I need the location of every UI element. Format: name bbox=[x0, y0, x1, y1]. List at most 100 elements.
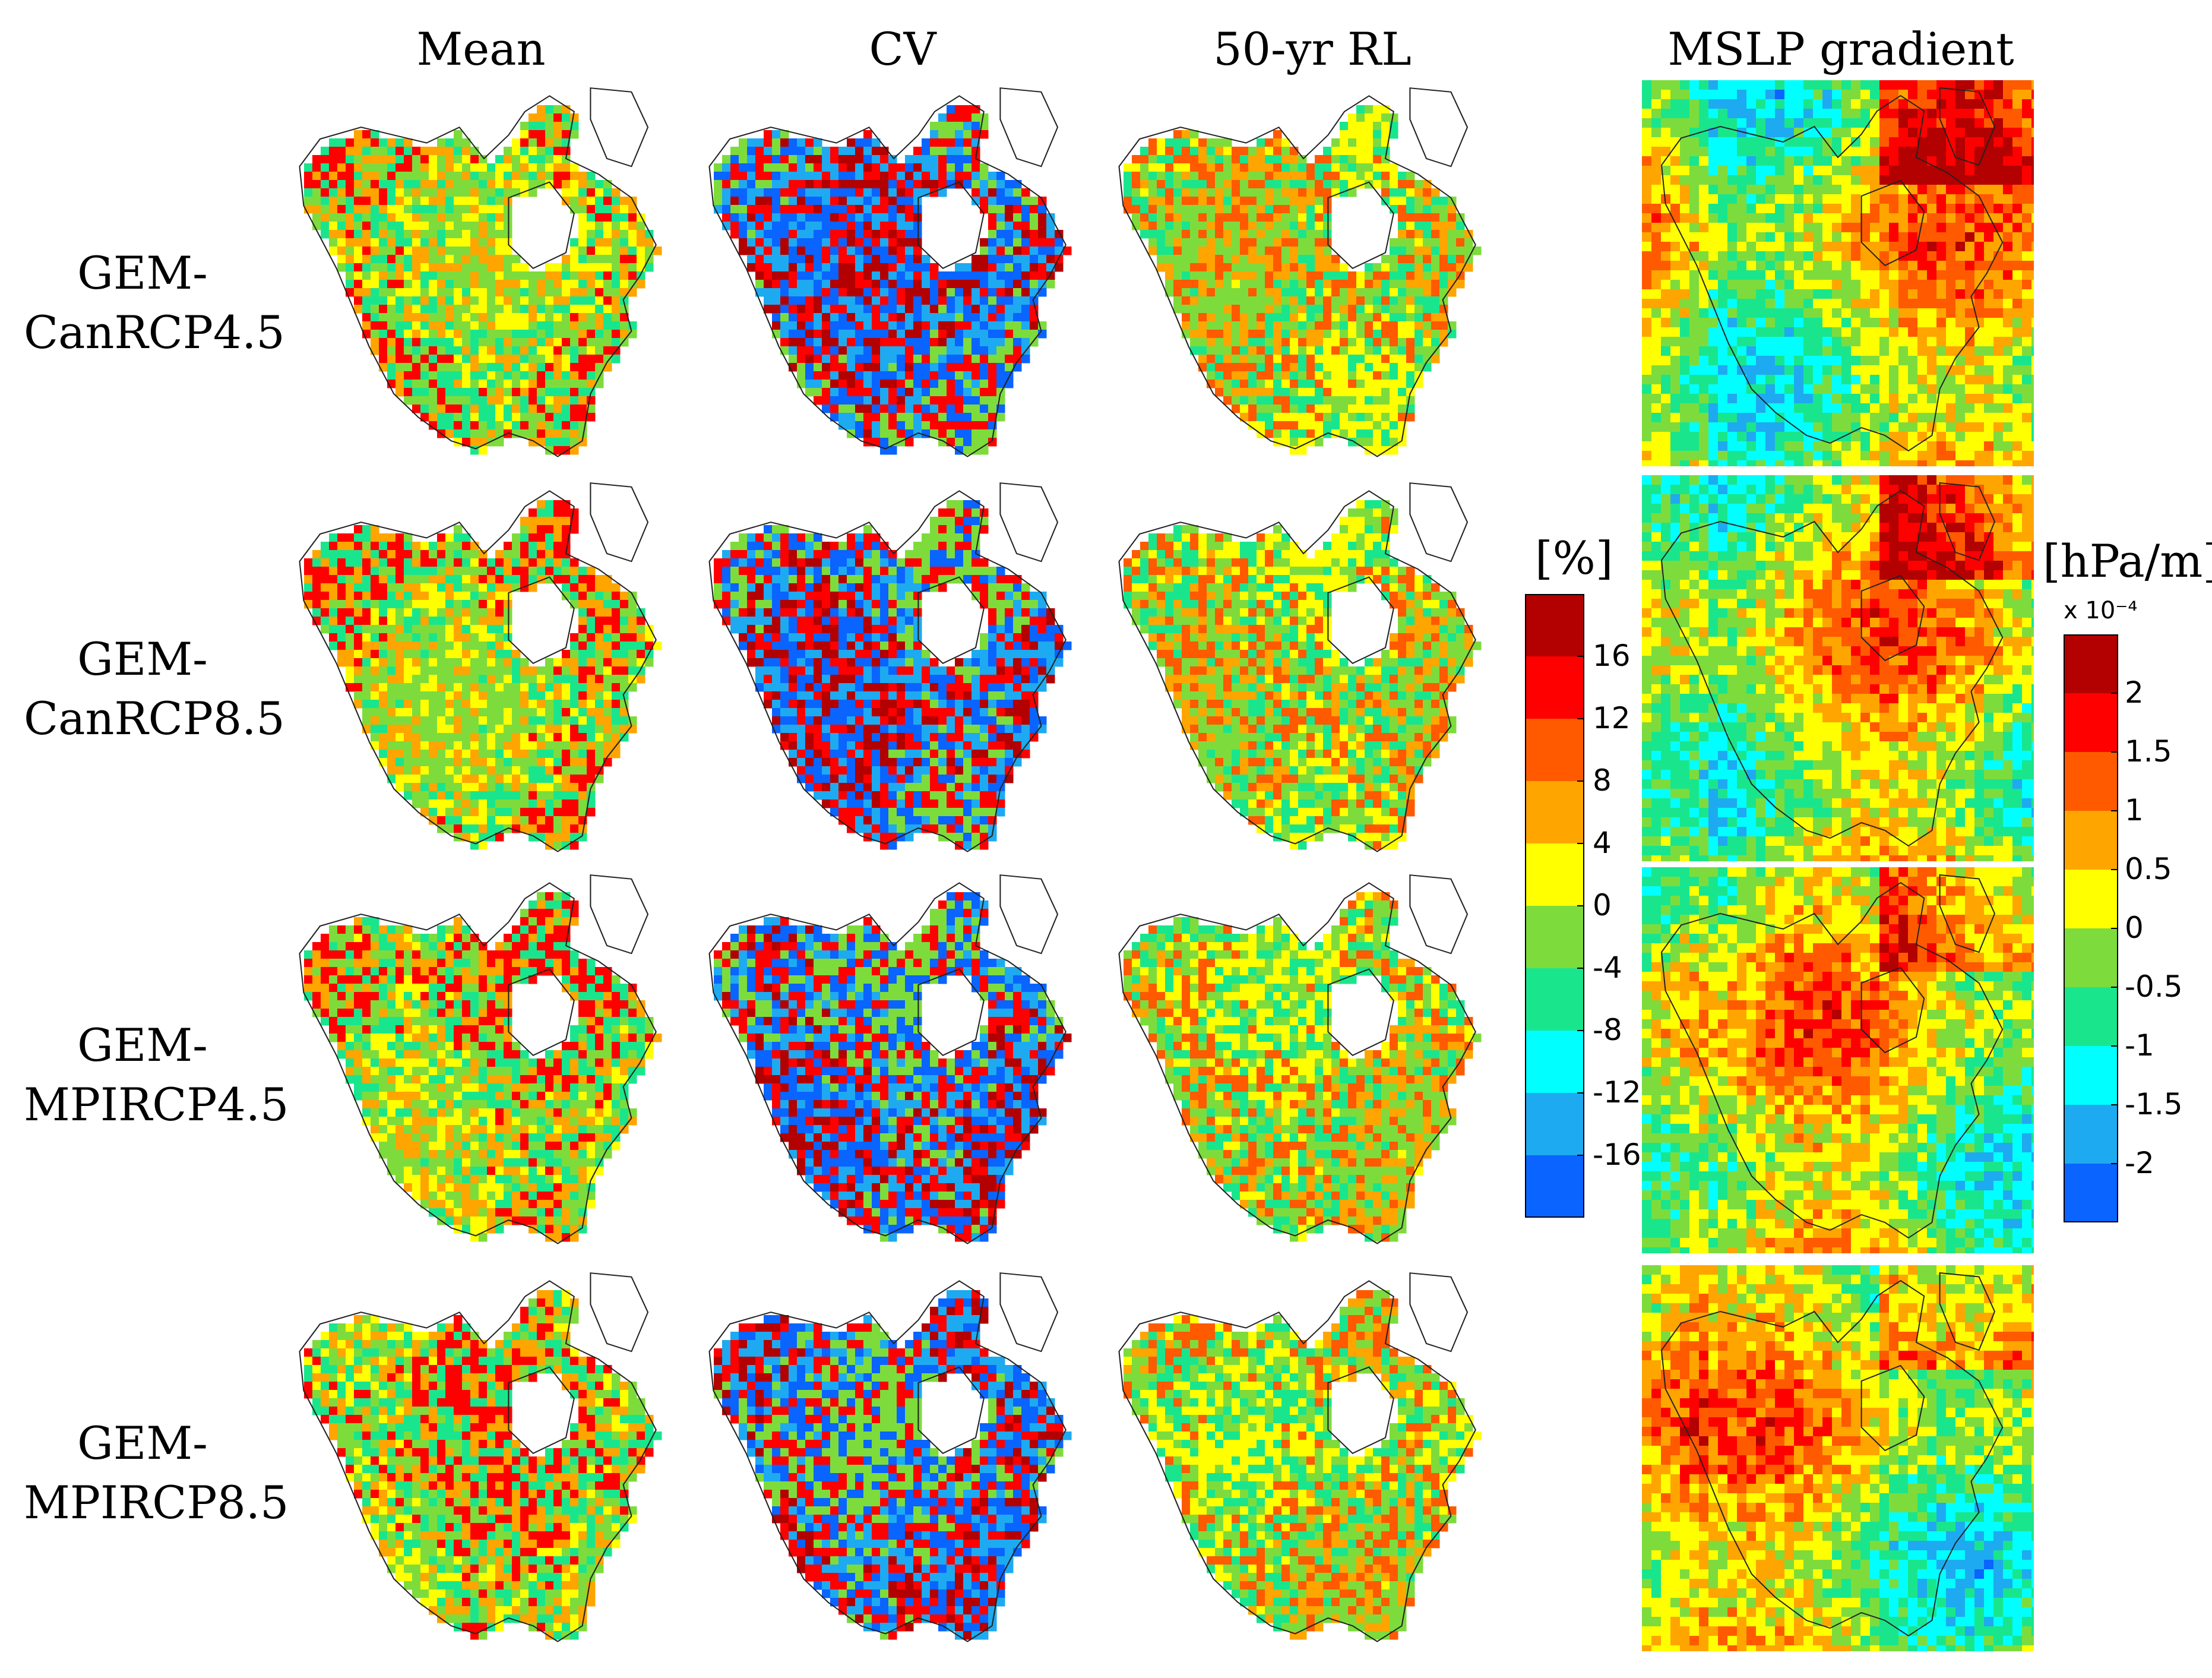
map-cell bbox=[595, 583, 604, 592]
map-cell bbox=[420, 575, 429, 584]
map-cell bbox=[797, 371, 806, 380]
map-cell bbox=[462, 413, 471, 422]
map-cell bbox=[1198, 288, 1207, 297]
map-cell bbox=[512, 263, 521, 272]
map-cell bbox=[479, 600, 488, 609]
map-cell bbox=[362, 230, 371, 239]
map-cell bbox=[470, 371, 479, 380]
map-cell bbox=[312, 172, 321, 181]
map-cell bbox=[963, 313, 972, 322]
map-cell bbox=[371, 155, 379, 164]
map-cell bbox=[420, 708, 429, 717]
map-cell bbox=[980, 296, 989, 305]
map-cell bbox=[520, 296, 529, 305]
map-cell bbox=[462, 388, 471, 397]
map-cell bbox=[1215, 280, 1224, 289]
map-cell bbox=[797, 255, 806, 264]
map-cell bbox=[520, 330, 529, 339]
map-cell bbox=[1248, 255, 1257, 264]
map-cell bbox=[1055, 263, 1064, 272]
map-cell bbox=[387, 608, 396, 617]
map-cell bbox=[1373, 355, 1382, 364]
map-cell bbox=[1240, 188, 1249, 197]
map-cell bbox=[1390, 238, 1398, 247]
map-cell bbox=[404, 658, 413, 667]
map-cell bbox=[445, 766, 454, 775]
map-cell bbox=[880, 575, 889, 584]
map-cell bbox=[545, 321, 554, 330]
map-cell bbox=[437, 808, 446, 817]
map-cell bbox=[362, 130, 371, 139]
map-cell bbox=[913, 147, 922, 156]
map-cell bbox=[603, 296, 612, 305]
map-cell bbox=[922, 330, 931, 339]
map-cell bbox=[437, 197, 446, 206]
map-cell bbox=[988, 405, 997, 413]
map-cell bbox=[445, 147, 454, 156]
map-cell bbox=[1365, 288, 1374, 297]
map-cell bbox=[930, 288, 939, 297]
map-cell bbox=[504, 666, 512, 675]
map-cell bbox=[346, 280, 355, 289]
map-cell bbox=[553, 413, 562, 422]
map-cell bbox=[822, 305, 831, 314]
map-cell bbox=[470, 633, 479, 642]
map-cell bbox=[1381, 155, 1390, 164]
map-cell bbox=[562, 371, 571, 380]
map-cell bbox=[830, 213, 839, 222]
map-cell bbox=[1381, 321, 1390, 330]
map-cell bbox=[587, 683, 596, 692]
map-cell bbox=[578, 355, 587, 364]
map-cell bbox=[1207, 355, 1216, 364]
map-cell bbox=[755, 583, 764, 592]
map-cell bbox=[1198, 305, 1207, 314]
map-cell bbox=[822, 363, 831, 372]
map-cell bbox=[454, 775, 463, 783]
map-cell bbox=[520, 800, 529, 808]
map-cell bbox=[495, 716, 504, 725]
map-cell bbox=[570, 691, 579, 700]
map-cell bbox=[429, 675, 438, 684]
map-cell bbox=[445, 542, 454, 551]
map-cell bbox=[1273, 429, 1282, 438]
map-cell bbox=[830, 592, 839, 601]
map-cell bbox=[445, 725, 454, 734]
map-cell bbox=[595, 608, 604, 617]
map-cell bbox=[354, 650, 363, 659]
map-cell bbox=[1021, 188, 1030, 197]
map-cell bbox=[872, 396, 881, 405]
map-cell bbox=[512, 155, 521, 164]
map-cell bbox=[395, 766, 404, 775]
map-cell bbox=[420, 800, 429, 808]
map-cell bbox=[587, 222, 596, 230]
map-cell bbox=[1340, 380, 1349, 388]
map-cell bbox=[772, 247, 781, 255]
map-cell bbox=[612, 592, 621, 601]
map-cell bbox=[971, 180, 980, 189]
map-cell bbox=[520, 363, 529, 372]
map-cell bbox=[888, 180, 897, 189]
map-cell bbox=[487, 766, 496, 775]
map-cell bbox=[830, 321, 839, 330]
map-cell bbox=[764, 296, 773, 305]
map-cell bbox=[529, 733, 537, 742]
map-cell bbox=[562, 683, 571, 692]
map-cell bbox=[863, 388, 872, 397]
map-cell bbox=[470, 617, 479, 625]
map-cell bbox=[1005, 213, 1014, 222]
map-cell bbox=[755, 163, 764, 172]
map-cell bbox=[495, 271, 504, 280]
map-cell bbox=[1055, 633, 1064, 642]
map-cell bbox=[429, 633, 438, 642]
map-cell bbox=[996, 280, 1005, 289]
map-cell bbox=[1298, 338, 1307, 347]
map-cell bbox=[429, 733, 438, 742]
map-cell bbox=[429, 708, 438, 717]
map-cell bbox=[988, 600, 997, 609]
map-cell bbox=[562, 542, 571, 551]
map-cell bbox=[570, 633, 579, 642]
map-cell bbox=[437, 750, 446, 759]
map-cell bbox=[905, 592, 914, 601]
map-cell bbox=[739, 172, 748, 181]
map-cell bbox=[1439, 238, 1448, 247]
